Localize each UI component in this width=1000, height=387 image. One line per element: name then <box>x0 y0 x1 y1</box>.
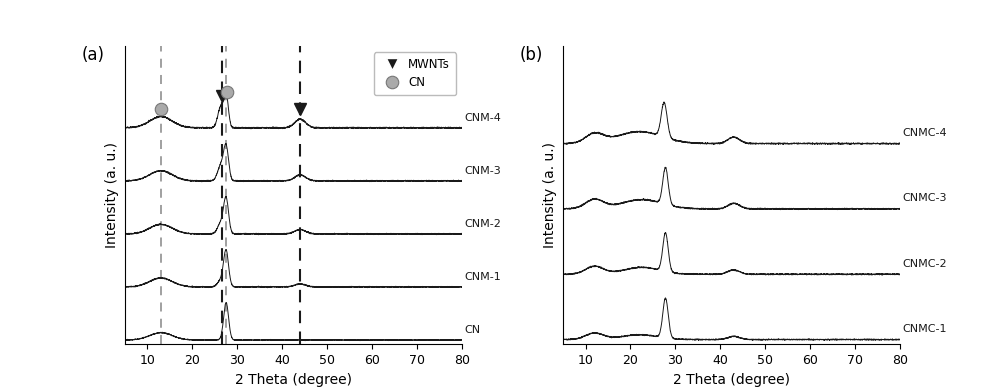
Text: CNMC-4: CNMC-4 <box>902 128 947 138</box>
Legend: MWNTs, CN: MWNTs, CN <box>374 52 456 95</box>
X-axis label: 2 Theta (degree): 2 Theta (degree) <box>673 373 790 387</box>
Text: (b): (b) <box>519 46 543 65</box>
Text: CNMC-1: CNMC-1 <box>902 324 947 334</box>
Text: (a): (a) <box>81 46 104 65</box>
Text: CNM-1: CNM-1 <box>464 272 501 282</box>
Text: CNM-4: CNM-4 <box>464 113 501 123</box>
X-axis label: 2 Theta (degree): 2 Theta (degree) <box>235 373 352 387</box>
Text: CNM-3: CNM-3 <box>464 166 501 176</box>
Text: CNMC-2: CNMC-2 <box>902 259 947 269</box>
Text: CN: CN <box>464 325 480 335</box>
Text: CNMC-3: CNMC-3 <box>902 193 947 203</box>
Text: CNM-2: CNM-2 <box>464 219 501 229</box>
Y-axis label: Intensity (a. u.): Intensity (a. u.) <box>105 142 119 248</box>
Y-axis label: Intensity (a. u.): Intensity (a. u.) <box>543 142 557 248</box>
